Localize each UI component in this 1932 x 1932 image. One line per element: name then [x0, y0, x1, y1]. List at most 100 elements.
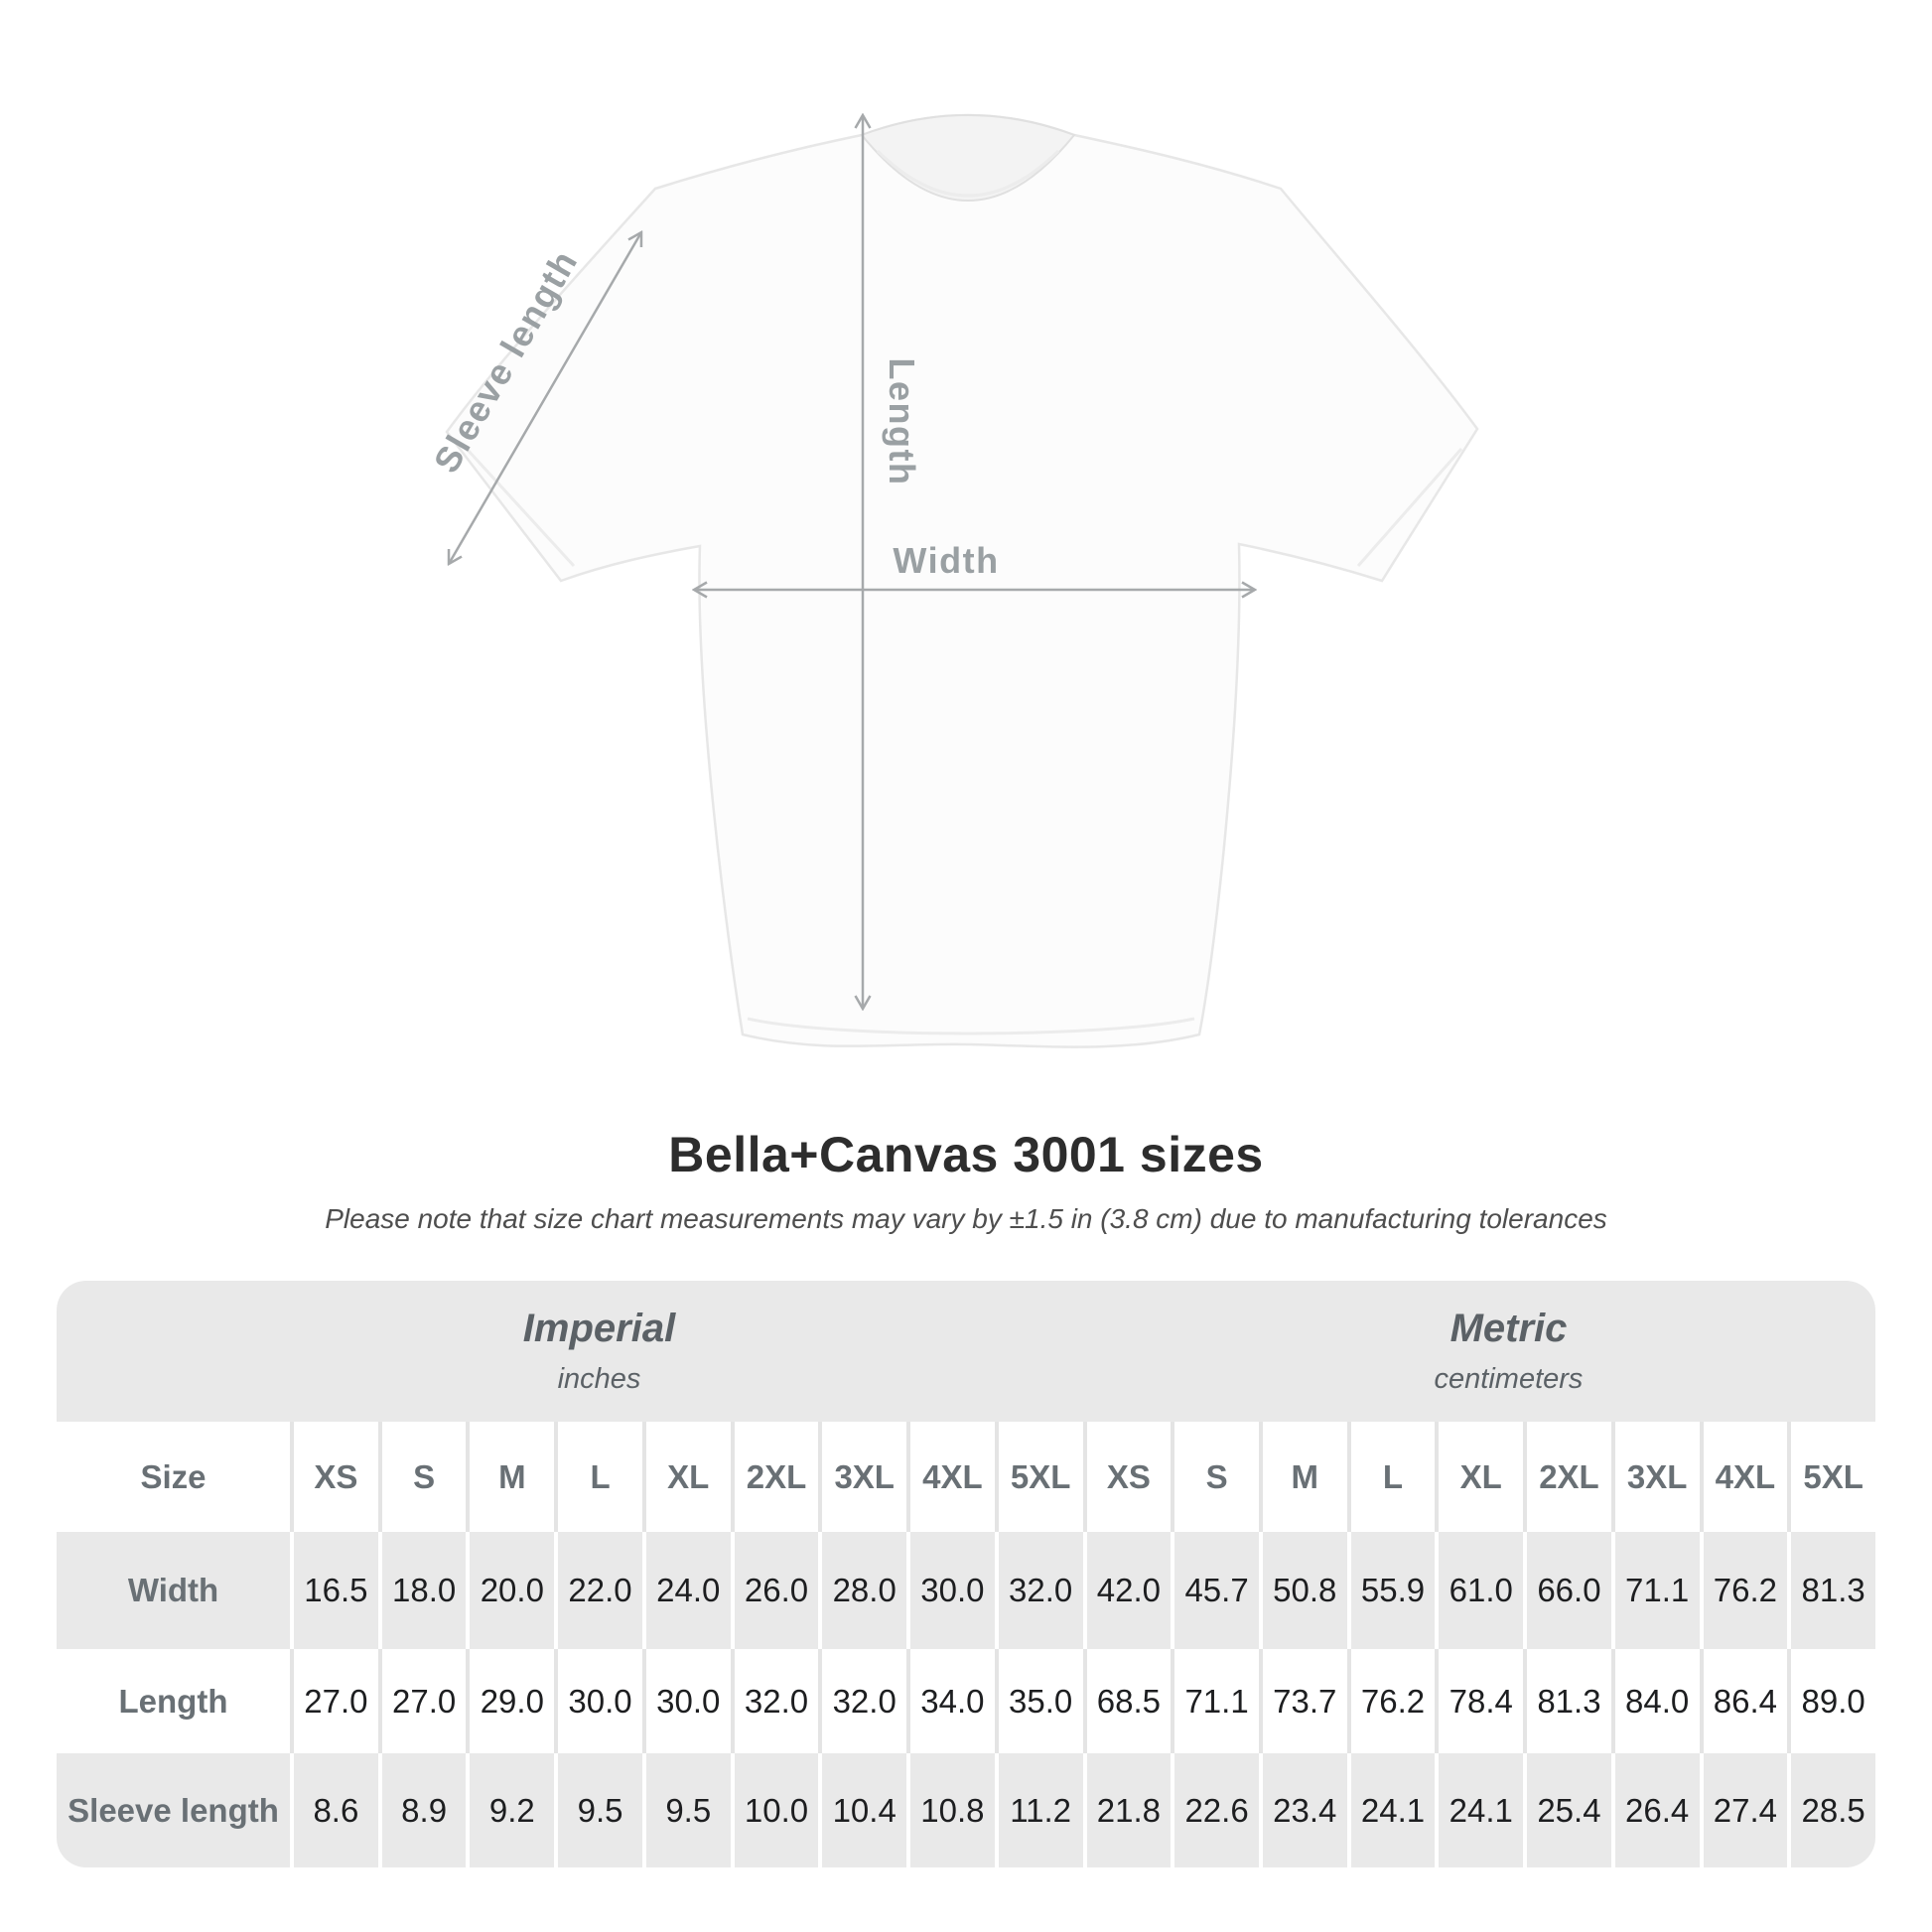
sleeve-length-arrow [449, 232, 641, 564]
size-header-cell: M [466, 1422, 554, 1532]
value-cell: 28.0 [818, 1532, 906, 1649]
value-cell: 76.2 [1346, 1649, 1436, 1753]
value-cell: 28.5 [1787, 1753, 1875, 1867]
table-row-width: Width 16.5 18.0 20.0 22.0 24.0 26.0 28.0 30.0 32.… [57, 1532, 1875, 1649]
value-cell: 42.0 [1082, 1532, 1172, 1649]
table-row-sleeve-length: Sleeve length 8.6 8.9 9.2 9.5 9.5 10.0 10.4 10.8… [57, 1753, 1875, 1867]
value-cell: 10.8 [906, 1753, 995, 1867]
metric-label: Metric [1449, 1307, 1568, 1350]
imperial-unit: inches [557, 1363, 641, 1395]
tshirt-outline [445, 113, 1479, 1048]
value-cell: 27.0 [377, 1649, 467, 1753]
value-cell: 22.6 [1171, 1753, 1259, 1867]
size-header-cell: 3XL [1610, 1422, 1700, 1532]
value-cell: 29.0 [466, 1649, 554, 1753]
right-cuff-seam [1356, 448, 1463, 567]
table-body: Size XS S M L XL 2XL 3XL 4XL 5XL XS S M L XL 2XL 3XL 4XL 5… [57, 1422, 1875, 1867]
value-cell: 24.1 [1435, 1753, 1523, 1867]
value-cell: 32.0 [818, 1649, 906, 1753]
size-header-cell: S [377, 1422, 467, 1532]
value-cell: 81.3 [1523, 1649, 1611, 1753]
row-label: Width [127, 1572, 219, 1608]
page-title: Bella+Canvas 3001 sizes [668, 1127, 1264, 1182]
size-header-cell: XL [1435, 1422, 1523, 1532]
size-header-cell: 4XL [906, 1422, 995, 1532]
value-cell: 27.0 [290, 1649, 378, 1753]
size-header-cell: L [554, 1422, 642, 1532]
value-cell: 24.1 [1346, 1753, 1436, 1867]
metric-section-header: Metric centimeters [1142, 1281, 1875, 1422]
value-cell: 24.0 [641, 1532, 731, 1649]
value-cell: 21.8 [1082, 1753, 1172, 1867]
value-cell: 10.4 [818, 1753, 906, 1867]
value-cell: 8.9 [377, 1753, 467, 1867]
value-cell: 9.5 [554, 1753, 642, 1867]
value-cell: 30.0 [906, 1532, 995, 1649]
value-cell: 34.0 [906, 1649, 995, 1753]
value-cell: 30.0 [641, 1649, 731, 1753]
value-cell: 45.7 [1171, 1532, 1259, 1649]
metric-unit: centimeters [1434, 1363, 1584, 1395]
size-header-cell: S [1171, 1422, 1259, 1532]
value-cell: 23.4 [1258, 1753, 1347, 1867]
value-cell: 76.2 [1699, 1532, 1788, 1649]
size-header-cell: 5XL [994, 1422, 1083, 1532]
value-cell: 84.0 [1610, 1649, 1700, 1753]
collar-ribbing-seam [876, 149, 1060, 198]
imperial-label: Imperial [522, 1307, 676, 1350]
table-row-length: Length 27.0 27.0 29.0 30.0 30.0 32.0 32.0 34.0 35… [57, 1649, 1875, 1753]
size-header-row: Size XS S M L XL 2XL 3XL 4XL 5XL XS S M L XL 2XL 3XL 4XL 5… [57, 1422, 1875, 1532]
table-header-band: Imperial inches Metric centimeters [57, 1281, 1875, 1422]
imperial-section-header: Imperial inches [57, 1281, 1142, 1422]
value-cell: 9.5 [641, 1753, 731, 1867]
width-label: Width [893, 540, 999, 581]
value-cell: 68.5 [1082, 1649, 1172, 1753]
hem-seam [747, 1017, 1195, 1035]
value-cell: 71.1 [1171, 1649, 1259, 1753]
value-cell: 27.4 [1699, 1753, 1788, 1867]
row-label: Sleeve length [68, 1791, 279, 1829]
size-header-cell: 2XL [1523, 1422, 1611, 1532]
value-cell: 50.8 [1258, 1532, 1347, 1649]
size-header-cell: 4XL [1699, 1422, 1788, 1532]
size-chart-table: Imperial inches Metric centimeters Size X… [57, 1281, 1875, 1867]
value-cell: 9.2 [466, 1753, 554, 1867]
value-cell: 78.4 [1435, 1649, 1523, 1753]
row-label: Length [118, 1682, 228, 1720]
value-cell: 35.0 [994, 1649, 1083, 1753]
tshirt-measurement-diagram: Sleeve length Length Width [426, 0, 1479, 1048]
value-cell: 61.0 [1435, 1532, 1523, 1649]
size-header-cell: 2XL [730, 1422, 819, 1532]
size-header-cell: 5XL [1787, 1422, 1875, 1532]
value-cell: 25.4 [1523, 1753, 1611, 1867]
value-cell: 32.0 [730, 1649, 819, 1753]
value-cell: 26.4 [1610, 1753, 1700, 1867]
value-cell: 16.5 [290, 1532, 378, 1649]
size-header-cell: XS [290, 1422, 378, 1532]
size-header-cell: XL [641, 1422, 731, 1532]
page-subtitle: Please note that size chart measurements… [325, 1203, 1607, 1234]
size-header-cell: 3XL [818, 1422, 906, 1532]
value-cell: 22.0 [554, 1532, 642, 1649]
value-cell: 55.9 [1346, 1532, 1436, 1649]
value-cell: 32.0 [994, 1532, 1083, 1649]
value-cell: 66.0 [1523, 1532, 1611, 1649]
value-cell: 10.0 [730, 1753, 819, 1867]
size-header-cell: XS [1082, 1422, 1172, 1532]
size-column-header: Size [140, 1457, 207, 1495]
value-cell: 30.0 [554, 1649, 642, 1753]
value-cell: 73.7 [1258, 1649, 1347, 1753]
value-cell: 8.6 [290, 1753, 378, 1867]
size-header-cell: L [1346, 1422, 1436, 1532]
length-label: Length [882, 358, 922, 486]
value-cell: 86.4 [1699, 1649, 1788, 1753]
value-cell: 89.0 [1787, 1649, 1875, 1753]
size-header-cell: M [1258, 1422, 1347, 1532]
value-cell: 11.2 [994, 1753, 1083, 1867]
value-cell: 20.0 [466, 1532, 554, 1649]
value-cell: 81.3 [1787, 1532, 1875, 1649]
value-cell: 71.1 [1610, 1532, 1700, 1649]
value-cell: 26.0 [730, 1532, 819, 1649]
value-cell: 18.0 [377, 1532, 467, 1649]
